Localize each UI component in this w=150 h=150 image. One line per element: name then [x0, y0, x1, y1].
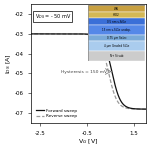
Y-axis label: I$_{DS}$ [A]: I$_{DS}$ [A]	[4, 53, 13, 74]
Text: V$_{DS}$ = - 50 mV: V$_{DS}$ = - 50 mV	[34, 12, 71, 21]
Text: Hysteresis = 150 mV: Hysteresis = 150 mV	[61, 69, 107, 74]
Legend: Forward sweep, Reverse sweep: Forward sweep, Reverse sweep	[34, 107, 79, 120]
X-axis label: V$_G$ [V]: V$_G$ [V]	[78, 137, 99, 146]
